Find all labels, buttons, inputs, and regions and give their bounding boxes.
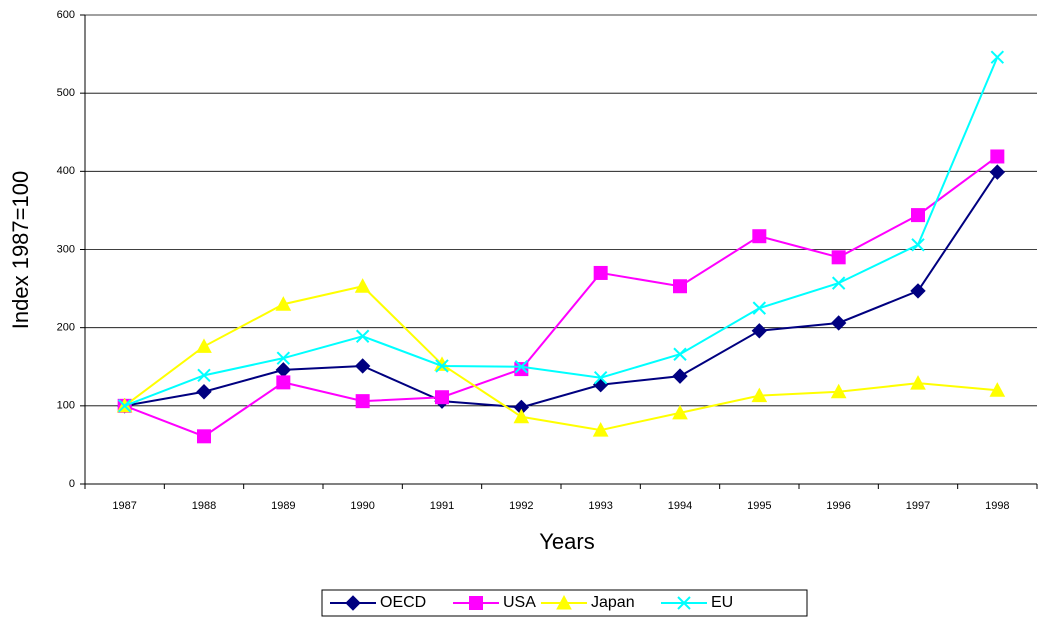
x-tick-label: 1995	[747, 500, 771, 512]
marker	[751, 387, 768, 403]
marker	[910, 375, 926, 390]
marker	[911, 238, 925, 252]
marker	[911, 208, 925, 223]
y-tick-label: 600	[57, 9, 75, 21]
marker	[830, 383, 847, 399]
series-line	[124, 155, 998, 438]
marker	[677, 596, 691, 610]
marker	[910, 283, 926, 299]
x-tick-label: 1994	[668, 500, 692, 512]
marker	[354, 358, 371, 374]
marker	[752, 301, 767, 315]
marker	[117, 399, 132, 413]
marker	[275, 296, 292, 311]
marker	[345, 595, 361, 611]
marker	[672, 404, 688, 420]
x-tick-label: 1992	[509, 500, 533, 512]
marker	[592, 377, 609, 393]
marker	[752, 229, 767, 244]
marker	[556, 594, 572, 610]
marker	[672, 368, 688, 384]
marker	[275, 362, 292, 378]
legend-label: OECD	[380, 594, 426, 611]
marker	[276, 351, 291, 365]
marker	[751, 323, 768, 339]
x-tick-label: 1987	[112, 500, 136, 512]
y-tick-label: 400	[57, 165, 75, 177]
x-tick-label: 1993	[588, 500, 612, 512]
y-tick-label: 500	[57, 87, 75, 99]
marker	[830, 315, 847, 331]
x-axis-label: Years	[539, 529, 594, 554]
marker	[673, 279, 687, 294]
marker	[990, 50, 1005, 64]
x-tick-label: 1988	[192, 500, 216, 512]
y-tick-label: 300	[57, 243, 75, 255]
marker	[989, 164, 1006, 180]
marker	[197, 429, 211, 444]
marker	[276, 375, 291, 390]
marker	[469, 596, 483, 610]
marker	[593, 265, 608, 280]
x-tick-label: 1991	[430, 500, 454, 512]
marker	[593, 370, 608, 385]
legend-label: EU	[711, 594, 733, 611]
x-tick-label: 1997	[906, 500, 930, 512]
marker	[197, 368, 211, 383]
y-tick-label: 100	[57, 400, 75, 412]
marker	[831, 250, 846, 265]
legend-label: Japan	[591, 594, 635, 611]
marker	[355, 394, 370, 409]
marker	[990, 149, 1005, 164]
marker	[514, 360, 529, 374]
marker	[592, 422, 609, 437]
x-tick-label: 1996	[826, 500, 850, 512]
x-tick-label: 1990	[350, 500, 374, 512]
y-tick-label: 200	[57, 322, 75, 334]
marker	[355, 329, 370, 343]
marker	[831, 276, 846, 290]
series-line	[124, 56, 999, 407]
marker	[435, 359, 449, 373]
x-tick-label: 1989	[271, 500, 295, 512]
marker	[196, 338, 212, 353]
marker	[513, 408, 530, 424]
marker	[514, 362, 529, 377]
x-tick-label: 1998	[985, 500, 1009, 512]
marker	[673, 347, 687, 361]
series-line	[124, 285, 998, 432]
y-axis-label: Index 1987=100	[8, 171, 33, 329]
series-line	[124, 171, 999, 409]
marker	[196, 384, 212, 400]
legend-label: USA	[503, 594, 536, 611]
marker	[435, 390, 449, 405]
y-tick-label: 0	[69, 478, 75, 490]
marker	[989, 382, 1006, 397]
marker	[354, 278, 371, 293]
